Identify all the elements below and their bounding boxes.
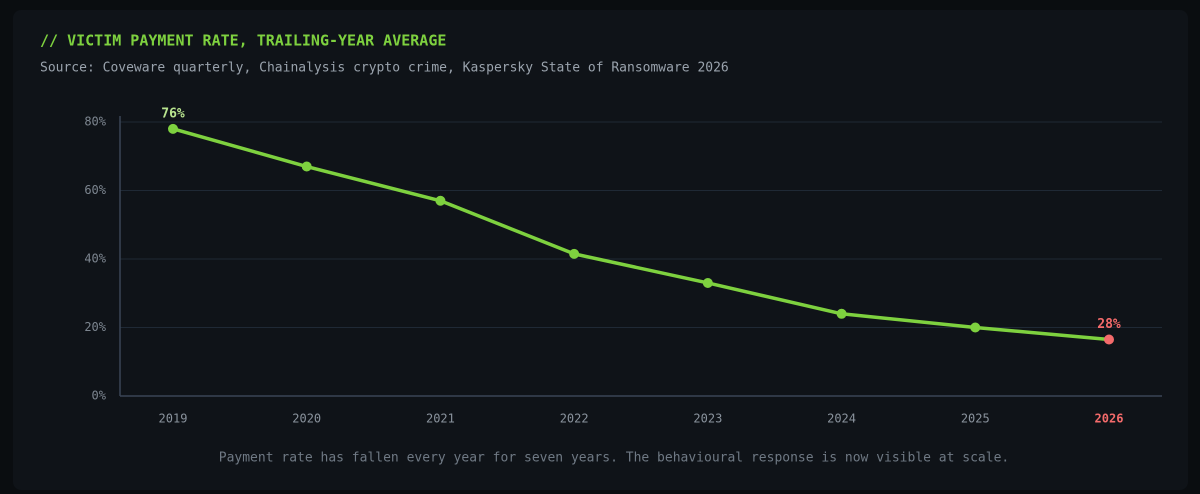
data-point — [1104, 334, 1114, 345]
annotation: 28% — [1097, 317, 1121, 332]
x-tick-label: 2026 — [1095, 412, 1124, 426]
data-point — [569, 248, 580, 259]
card — [13, 10, 1188, 490]
data-point — [301, 161, 312, 172]
x-tick-label: 2019 — [159, 412, 188, 426]
y-tick-label: 20% — [84, 320, 106, 334]
data-point — [970, 322, 981, 333]
y-tick-label: 40% — [84, 252, 106, 266]
y-tick-label: 0% — [92, 389, 107, 403]
x-tick-label: 2020 — [292, 412, 321, 426]
chart-title: // VICTIM PAYMENT RATE, TRAILING-YEAR AV… — [40, 32, 446, 50]
data-point — [702, 277, 713, 288]
annotation: 76% — [161, 106, 185, 121]
y-tick-label: 80% — [84, 115, 106, 129]
series-line — [171, 127, 1111, 342]
data-point — [836, 308, 847, 319]
x-tick-label: 2022 — [560, 412, 589, 426]
data-point — [168, 123, 178, 134]
x-tick-label: 2023 — [693, 412, 722, 426]
data-point — [435, 195, 446, 206]
y-tick-label: 60% — [84, 183, 106, 197]
footnote: Payment rate has fallen every year for s… — [219, 451, 1010, 466]
x-tick-label: 2025 — [961, 412, 990, 426]
x-tick-label: 2024 — [827, 412, 856, 426]
chart-subtitle: Source: Coveware quarterly, Chainalysis … — [40, 61, 729, 76]
x-tick-label: 2021 — [426, 412, 455, 426]
